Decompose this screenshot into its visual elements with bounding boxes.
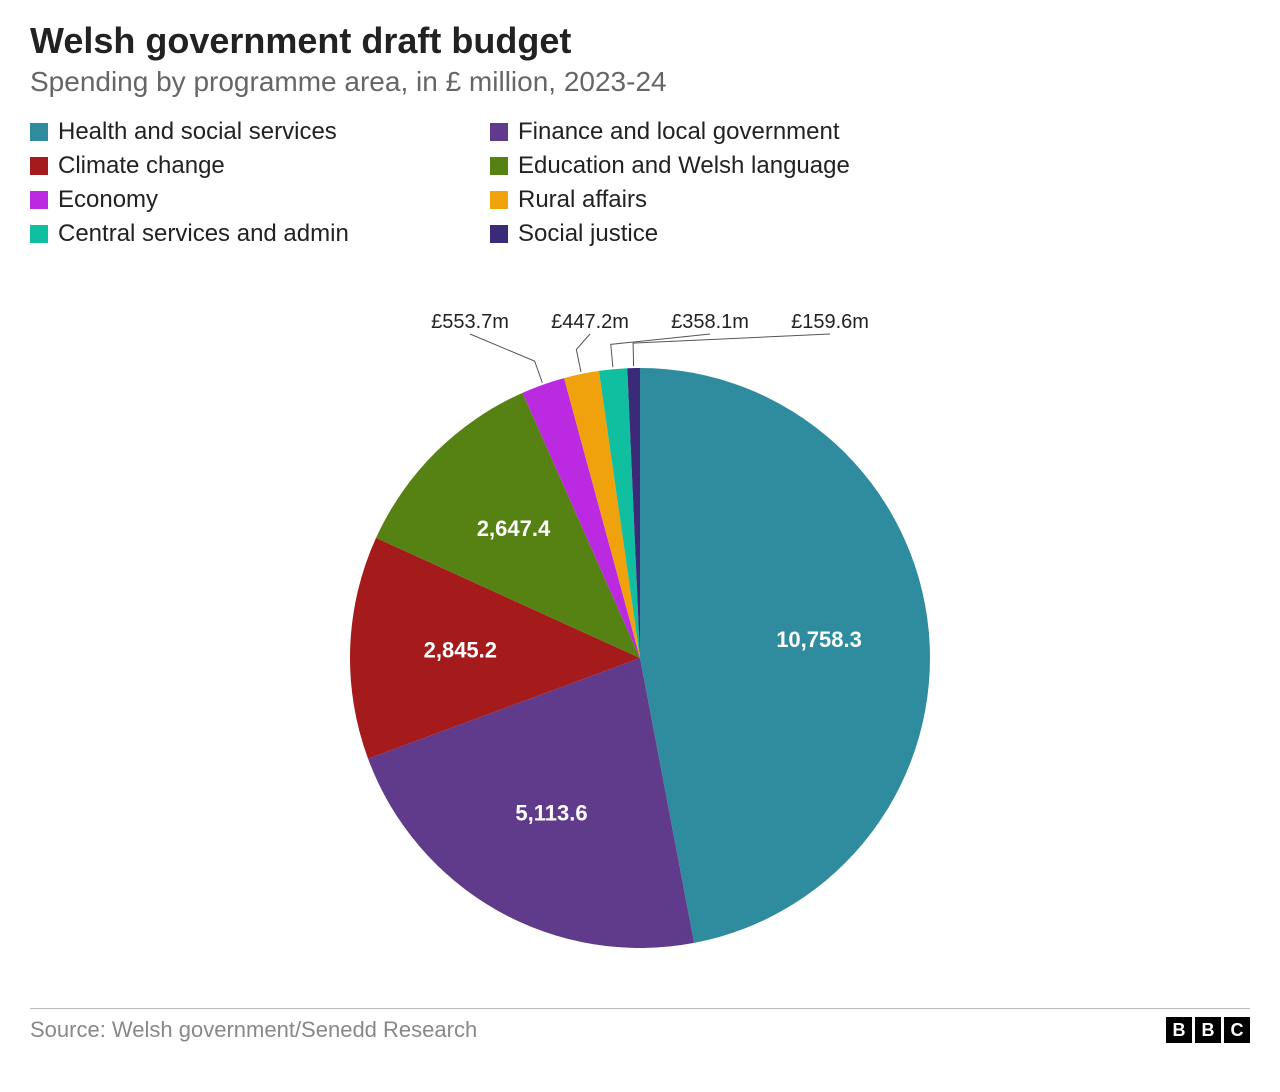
slice-callout-label: £159.6m — [791, 311, 869, 333]
legend-swatch — [490, 157, 508, 175]
chart-subtitle: Spending by programme area, in £ million… — [30, 66, 1250, 98]
bbc-logo: BBC — [1166, 1017, 1250, 1043]
legend-item: Education and Welsh language — [490, 152, 930, 180]
slice-value-label: 10,758.3 — [776, 627, 862, 652]
legend-swatch — [30, 191, 48, 209]
legend-item: Rural affairs — [490, 186, 930, 214]
legend-swatch — [30, 225, 48, 243]
pie-chart: 10,758.3 5,113.6 2,845.2 2,647.4 £553.7m £447… — [210, 258, 1070, 998]
legend-label: Central services and admin — [58, 220, 349, 248]
legend-item: Climate change — [30, 152, 470, 180]
source-text: Source: Welsh government/Senedd Research — [30, 1017, 477, 1043]
legend-swatch — [490, 123, 508, 141]
pie-slice — [640, 368, 930, 943]
pie-chart-container: 10,758.3 5,113.6 2,845.2 2,647.4 £553.7m £447… — [30, 258, 1250, 998]
slice-callout-label: £447.2m — [551, 311, 629, 333]
legend-label: Climate change — [58, 152, 225, 180]
legend-swatch — [30, 123, 48, 141]
legend-item: Finance and local government — [490, 118, 930, 146]
legend-label: Education and Welsh language — [518, 152, 850, 180]
chart-title: Welsh government draft budget — [30, 20, 1250, 62]
legend-swatch — [490, 191, 508, 209]
legend-swatch — [490, 225, 508, 243]
bbc-logo-letter: C — [1224, 1017, 1250, 1043]
legend-swatch — [30, 157, 48, 175]
bbc-logo-letter: B — [1166, 1017, 1192, 1043]
legend: Health and social services Finance and lo… — [30, 118, 1250, 248]
bbc-logo-letter: B — [1195, 1017, 1221, 1043]
leader-line — [611, 334, 710, 367]
leader-line — [470, 334, 542, 383]
slice-value-label: 2,845.2 — [424, 637, 497, 662]
legend-item: Central services and admin — [30, 220, 470, 248]
legend-label: Social justice — [518, 220, 658, 248]
slice-callout-label: £358.1m — [671, 311, 749, 333]
slice-value-label: 5,113.6 — [515, 800, 587, 825]
leader-line — [576, 334, 590, 372]
slice-value-label: 2,647.4 — [477, 516, 551, 541]
slice-callout-label: £553.7m — [431, 311, 509, 333]
legend-label: Economy — [58, 186, 158, 214]
legend-item: Economy — [30, 186, 470, 214]
legend-label: Health and social services — [58, 118, 337, 146]
legend-item: Social justice — [490, 220, 930, 248]
legend-label: Finance and local government — [518, 118, 840, 146]
legend-label: Rural affairs — [518, 186, 647, 214]
legend-item: Health and social services — [30, 118, 470, 146]
footer: Source: Welsh government/Senedd Research… — [30, 1008, 1250, 1043]
